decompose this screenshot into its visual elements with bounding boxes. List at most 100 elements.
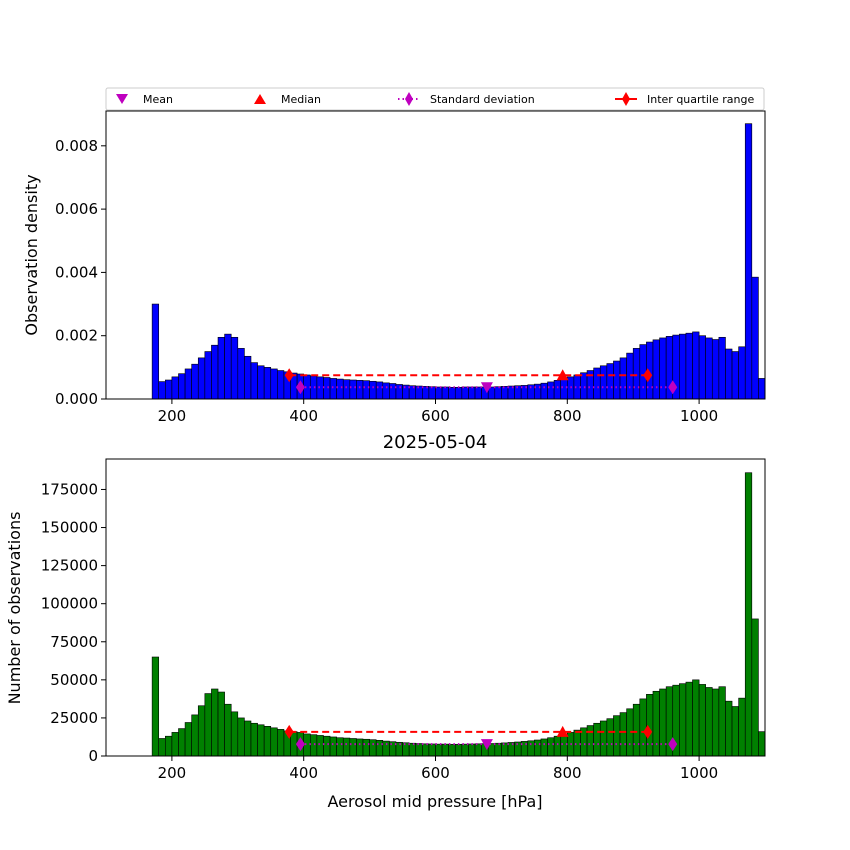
count-median-marker xyxy=(556,725,569,737)
count-bar xyxy=(158,738,166,757)
density-x-tick-label: 1000 xyxy=(680,407,718,425)
count-bar xyxy=(560,734,568,757)
count-stat-markers xyxy=(284,724,678,752)
density-bar xyxy=(698,335,706,400)
density-bar xyxy=(336,378,344,400)
count-bar xyxy=(244,720,252,757)
density-x-ticks: 200 400 600 800 1000 xyxy=(158,399,718,425)
density-bar xyxy=(402,384,410,400)
density-bar xyxy=(323,377,331,400)
count-bar xyxy=(336,737,344,757)
density-bar xyxy=(408,385,417,400)
count-bar xyxy=(534,739,542,757)
count-bar xyxy=(738,697,746,757)
density-x-tick-label: 400 xyxy=(289,407,318,425)
legend-std: Standard deviation xyxy=(398,92,535,106)
count-chart: 2025-05-04 200 400 600 800 1000 0 25000 50000 7… xyxy=(5,432,766,811)
count-bar xyxy=(659,688,667,757)
density-bar xyxy=(494,386,502,400)
density-bar xyxy=(270,368,278,400)
density-bar xyxy=(382,382,390,400)
count-bar xyxy=(461,743,469,757)
count-bar xyxy=(731,706,739,757)
count-y-tick-label: 125000 xyxy=(41,557,98,575)
count-bar xyxy=(758,731,766,757)
count-bar xyxy=(237,717,245,757)
density-bar xyxy=(619,357,627,400)
density-bar xyxy=(659,337,667,400)
count-bar xyxy=(494,742,502,757)
count-bar xyxy=(705,687,713,757)
density-bar xyxy=(237,348,245,400)
legend-mean-label: Mean xyxy=(143,93,173,106)
count-chart-title: 2025-05-04 xyxy=(383,432,488,453)
count-x-tick-label: 800 xyxy=(553,764,582,782)
count-bar xyxy=(329,736,337,757)
count-bar xyxy=(507,742,515,757)
legend-iqr-marker-icon xyxy=(622,92,630,106)
count-bar xyxy=(593,722,601,757)
density-bar xyxy=(560,378,568,400)
count-axes-frame xyxy=(105,458,766,757)
density-bar xyxy=(184,368,192,400)
count-bar xyxy=(303,733,311,757)
density-bar xyxy=(705,337,713,400)
count-bar xyxy=(375,740,384,757)
count-bar xyxy=(646,694,654,757)
density-y-tick-label: 0.006 xyxy=(55,200,98,218)
legend-mean: Mean xyxy=(116,93,173,106)
count-bar xyxy=(751,618,759,757)
count-bar xyxy=(652,690,660,757)
density-bar xyxy=(652,339,660,400)
count-bar xyxy=(698,684,706,757)
density-bar xyxy=(362,380,370,400)
density-bar xyxy=(639,344,647,400)
count-bar xyxy=(362,738,370,757)
density-bar xyxy=(593,367,601,400)
count-bar xyxy=(441,743,449,757)
density-bar xyxy=(250,362,258,400)
legend-std-label: Standard deviation xyxy=(430,93,535,106)
count-bar xyxy=(711,688,720,757)
density-bar xyxy=(606,363,614,400)
count-bar xyxy=(586,725,594,757)
density-bar xyxy=(217,336,225,400)
count-bar xyxy=(718,686,726,757)
count-bar xyxy=(725,700,733,757)
count-bar xyxy=(454,743,463,757)
count-y-tick-label: 100000 xyxy=(41,595,98,613)
density-bar xyxy=(540,382,548,400)
count-bar xyxy=(692,679,700,757)
density-bar xyxy=(731,351,739,400)
density-std-marker xyxy=(295,380,305,395)
count-y-ticks: 0 25000 50000 75000 100000 125000 150000 175000 xyxy=(41,480,106,765)
density-bar xyxy=(191,363,199,400)
count-bar xyxy=(685,681,693,757)
density-bar xyxy=(349,379,357,400)
count-y-tick-label: 50000 xyxy=(50,671,98,689)
density-mean-marker xyxy=(480,382,493,394)
count-bar xyxy=(448,743,456,757)
legend-std-marker-icon xyxy=(405,92,413,106)
count-bar xyxy=(553,735,562,757)
density-bar xyxy=(685,332,693,400)
density-x-tick-label: 200 xyxy=(158,407,187,425)
count-y-axis-label: Number of observations xyxy=(5,512,24,705)
density-bar xyxy=(309,375,318,400)
density-bar xyxy=(329,378,337,400)
density-bar xyxy=(435,386,443,400)
legend-median-label: Median xyxy=(281,93,321,106)
density-bar xyxy=(428,386,436,400)
count-bar xyxy=(540,738,548,757)
count-bar xyxy=(184,722,192,757)
count-x-tick-label: 200 xyxy=(158,764,187,782)
density-bar xyxy=(151,303,160,400)
density-bar xyxy=(758,378,766,400)
density-bar xyxy=(369,380,377,400)
density-y-axis-label: Observation density xyxy=(22,174,41,335)
count-bar xyxy=(316,735,324,757)
count-mean-marker xyxy=(480,739,493,751)
density-bar xyxy=(277,370,285,400)
density-axes-frame xyxy=(105,110,766,400)
legend-iqr: Inter quartile range xyxy=(615,92,754,106)
